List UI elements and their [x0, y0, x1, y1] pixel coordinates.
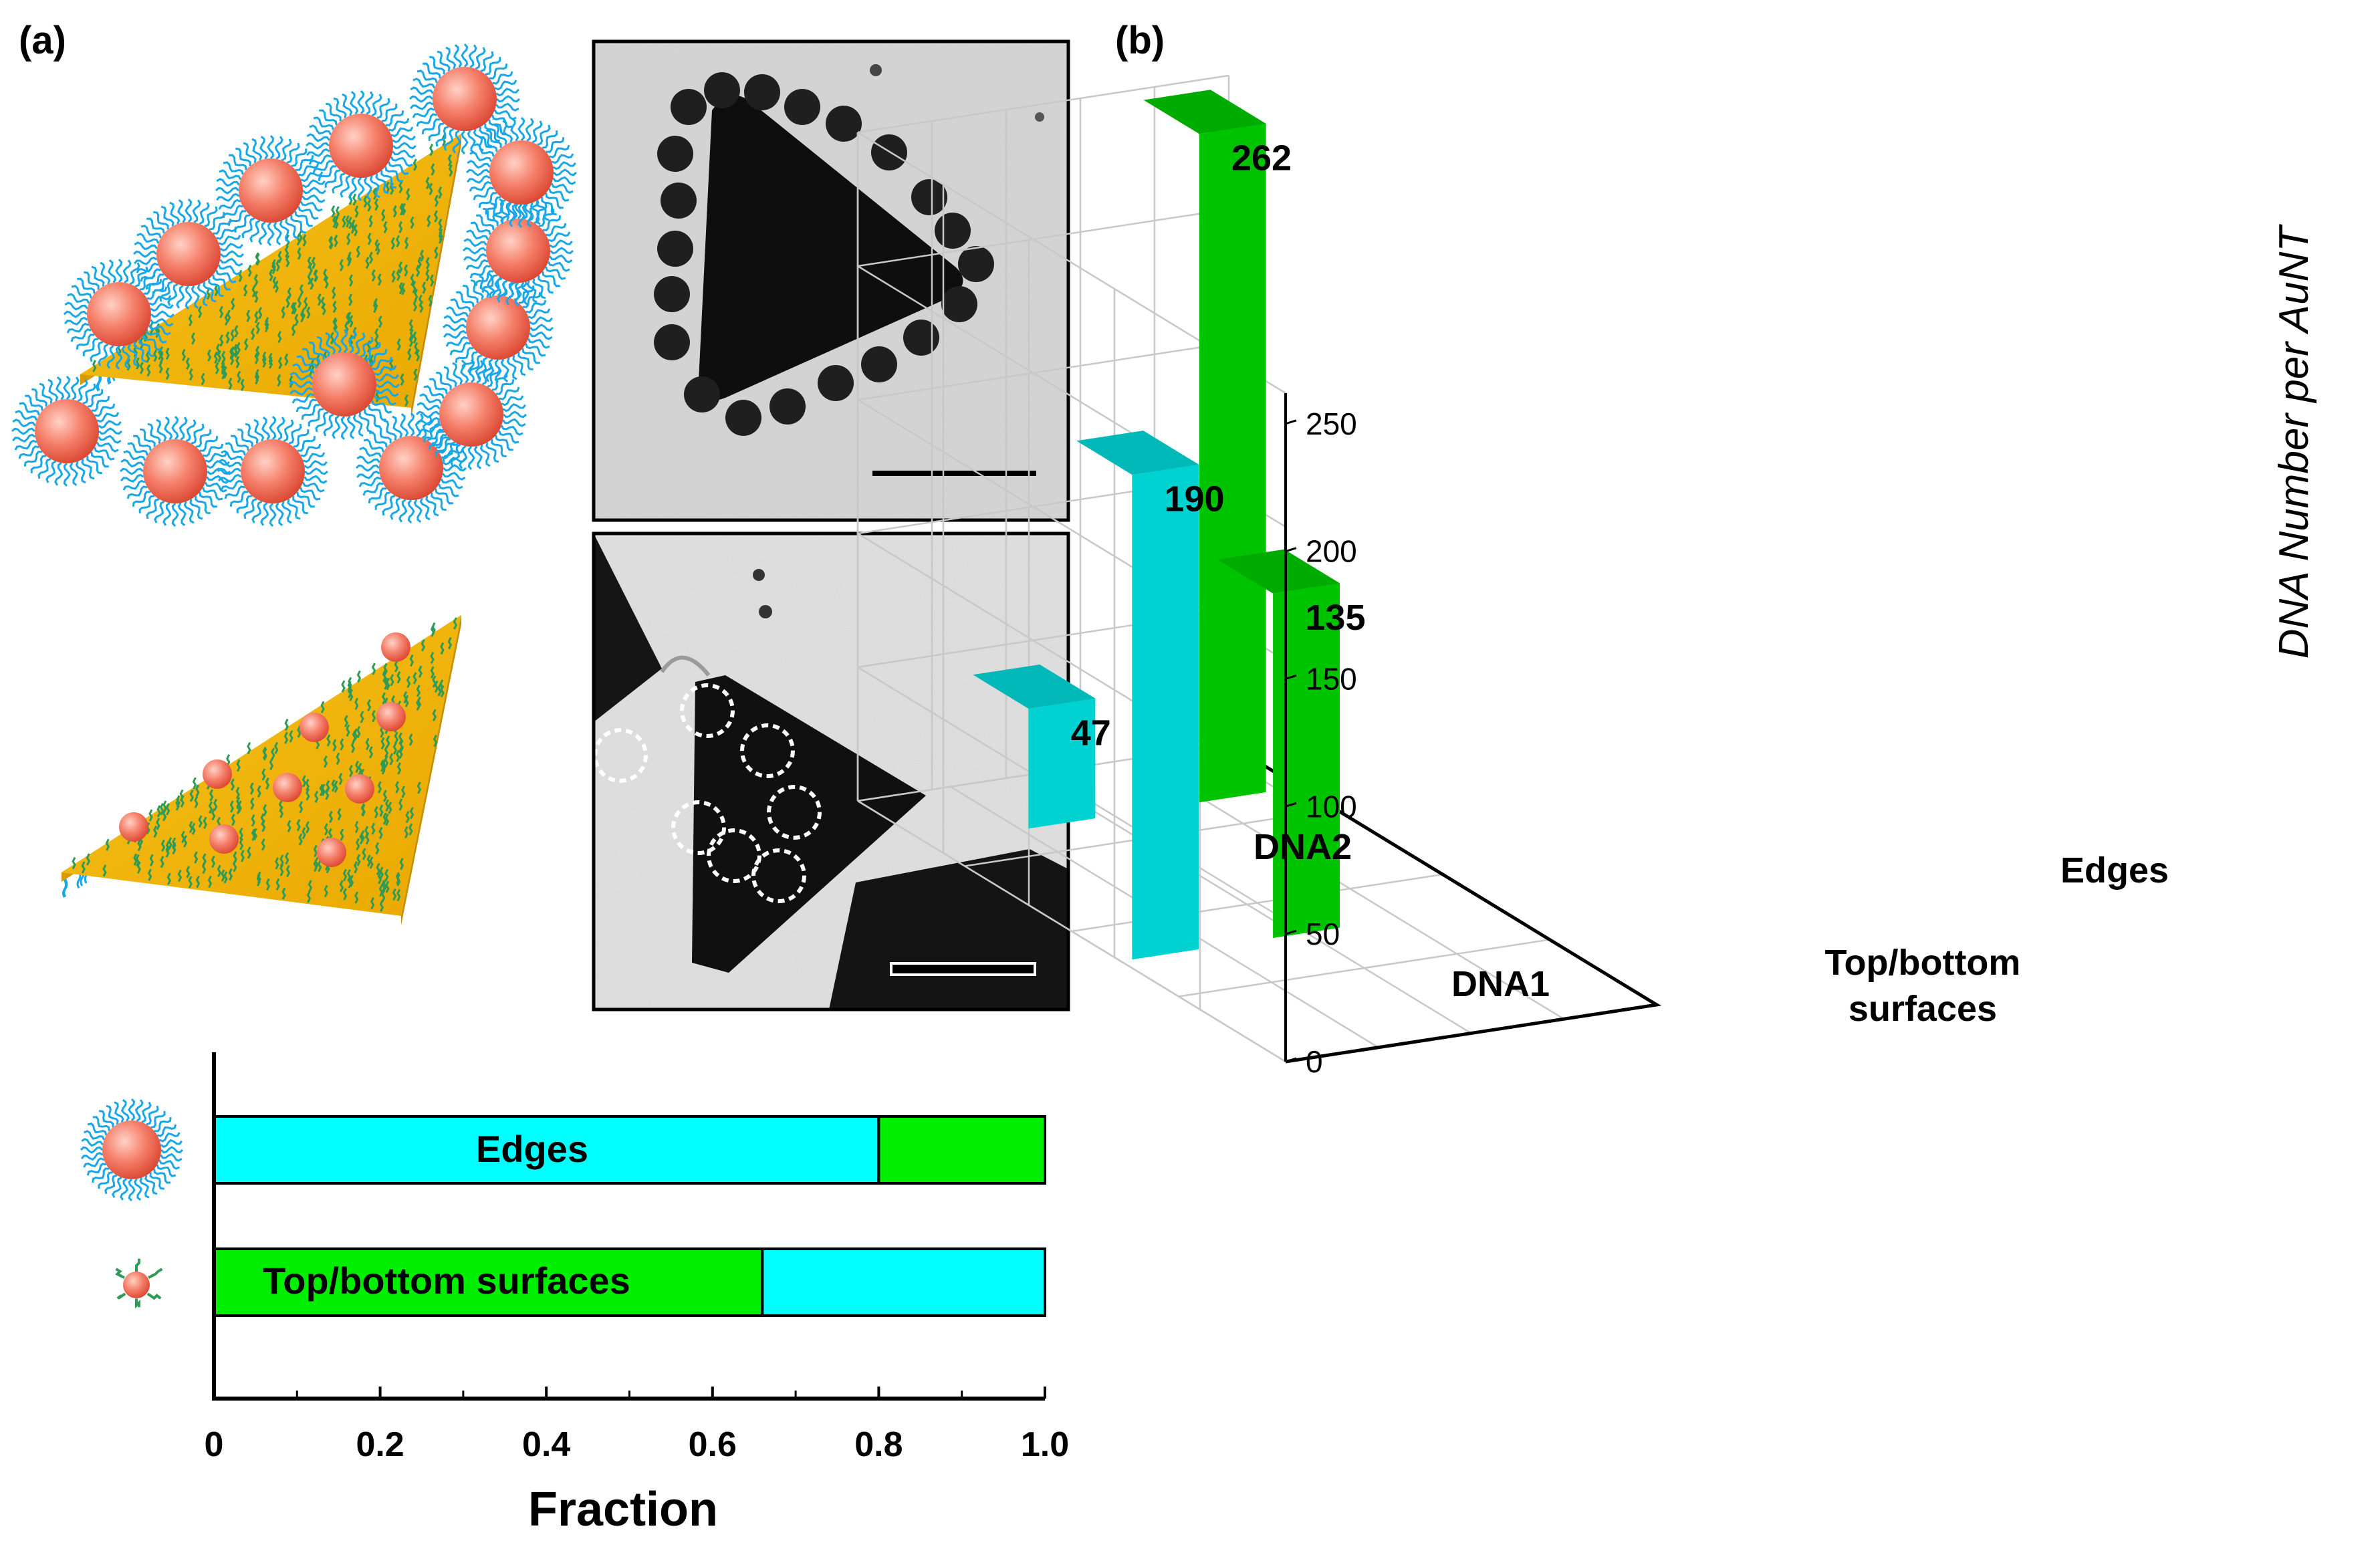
fraction-chart: 0 0.2 0.4 0.6 0.8 1.0 Edges Top/bottom surfac… — [80, 1052, 1069, 1536]
tem-particle — [769, 388, 806, 425]
tem-particle — [725, 400, 761, 436]
tem-particle — [818, 365, 854, 401]
tem-particle — [661, 183, 697, 219]
small-dna-gold-particle — [203, 759, 232, 789]
tem-particle — [935, 213, 971, 249]
z-tick-label: 200 — [1306, 534, 1357, 569]
tem-particle — [911, 179, 947, 215]
scale-bar-2 — [890, 962, 1036, 976]
x-tick-label: 0.8 — [854, 1425, 903, 1464]
tem-particle — [684, 376, 720, 412]
dashed-particle-marker — [751, 848, 806, 903]
x-axis-title: Fraction — [528, 1483, 718, 1536]
row-label-dna2: DNA2 — [1254, 827, 1352, 867]
large-dna-gold-particle-icon — [80, 1098, 184, 1202]
tem-particle — [704, 72, 740, 108]
z-tick-label: 250 — [1306, 406, 1357, 441]
tem-image-surfaces — [592, 531, 1070, 1011]
tem-particle — [657, 136, 693, 172]
segment-label-edges: Edges — [476, 1128, 588, 1170]
z-tick-label: 0 — [1306, 1044, 1323, 1079]
dashed-particle-marker — [671, 800, 726, 855]
dna-gold-particle — [409, 43, 520, 154]
segment-label-surfaces: Top/bottom surfaces — [263, 1260, 630, 1302]
bar3d-dna1-top-bottom-surfaces: 47 — [973, 665, 1111, 829]
bar-value-label: 262 — [1231, 138, 1292, 178]
surface-bound-particles — [119, 632, 410, 867]
gold-nanoprism-illustration — [80, 134, 461, 419]
tem-nanoprism — [699, 95, 963, 401]
x-tick-label: 1.0 — [1021, 1425, 1069, 1464]
bar3d-dna2-edges: 135 — [1217, 549, 1366, 938]
dashed-particle-marker — [707, 828, 761, 883]
schematic-surface-binding — [62, 615, 461, 925]
edge-bound-particles — [11, 43, 577, 527]
dna-gold-particle — [217, 416, 328, 527]
panel-label-b: (b) — [1115, 19, 1165, 62]
column-label-edges: Edges — [2060, 850, 2169, 890]
dna-gold-particle — [215, 135, 326, 246]
small-dna-gold-particle — [345, 774, 374, 804]
dna-number-3d-chart: 262 135 190 47 0 50 100 150 200 250 DNA Number p… — [856, 74, 2317, 1079]
bar3d-dna1-edges: 190 — [1076, 431, 1225, 960]
tem-particle — [826, 106, 862, 142]
small-dna-gold-particle — [209, 824, 239, 854]
panel-label-a: (a) — [19, 19, 66, 62]
tem-particle — [861, 346, 897, 382]
dna-gold-particle — [64, 259, 174, 370]
tem-particle — [958, 246, 994, 282]
small-dna-gold-particle — [317, 838, 346, 867]
gold-nanoprism-illustration-2 — [62, 615, 461, 925]
small-dna-gold-particle — [376, 702, 406, 731]
dna-gold-particle — [356, 412, 467, 523]
dna-gold-particle — [463, 195, 574, 306]
tem-particle — [654, 276, 690, 312]
bar-value-label: 135 — [1305, 598, 1365, 638]
tem-particle — [654, 324, 690, 360]
bar-value-label: 47 — [1071, 713, 1111, 753]
row-label-dna1: DNA1 — [1451, 964, 1550, 1004]
small-dna-gold-particle — [119, 812, 148, 842]
z-tick-label: 150 — [1306, 661, 1357, 696]
z-tick-label: 100 — [1306, 789, 1357, 824]
small-dna-gold-particle — [273, 773, 302, 802]
bar-value-label: 190 — [1164, 479, 1224, 519]
tem-particle — [744, 74, 780, 110]
schematic-edge-binding — [11, 43, 577, 527]
x-tick-label: 0 — [205, 1425, 224, 1464]
scale-bar — [872, 471, 1036, 476]
z-axis-title: DNA Number per AuNT — [2271, 224, 2317, 659]
dashed-particle-marker — [740, 723, 795, 778]
small-dna-gold-particle-icon — [115, 1258, 163, 1309]
tem-particle — [784, 89, 820, 125]
dashed-particle-marker — [767, 785, 822, 840]
x-tick-label: 0.2 — [356, 1425, 404, 1464]
small-dna-gold-particle — [300, 713, 329, 742]
bar3d-dna2-top-bottom-surfaces: 262 — [1143, 90, 1292, 803]
tem-particle — [671, 89, 707, 125]
tem-particle — [903, 320, 939, 356]
column-label-surfaces-line1: Top/bottom — [1825, 943, 2021, 983]
tem-particle — [657, 231, 693, 267]
column-label-surfaces-line2: surfaces — [1849, 989, 1997, 1029]
tem-particle — [941, 286, 977, 322]
dna-gold-particle — [120, 416, 231, 527]
dashed-particle-marker — [680, 683, 735, 738]
dna-gold-particle — [133, 199, 244, 310]
x-tick-label: 0.6 — [689, 1425, 737, 1464]
tem-nanoprism — [692, 675, 926, 973]
z-tick-label: 50 — [1306, 917, 1340, 951]
bar-segment-top-bottom-surfaces-row0 — [877, 1115, 1047, 1185]
x-tick-label: 0.4 — [522, 1425, 570, 1464]
dna-gold-particle — [306, 90, 416, 201]
dna-gold-particle — [416, 359, 527, 470]
bar-segment-edges-row1 — [761, 1247, 1046, 1317]
small-dna-gold-particle — [381, 632, 410, 662]
tem-image-edges — [592, 39, 1070, 522]
dna-gold-particle — [11, 376, 122, 487]
dna-gold-particle — [289, 329, 400, 440]
dna-gold-particle — [466, 117, 577, 228]
bar-segment-top-bottom-surfaces-row1 — [213, 1247, 764, 1317]
